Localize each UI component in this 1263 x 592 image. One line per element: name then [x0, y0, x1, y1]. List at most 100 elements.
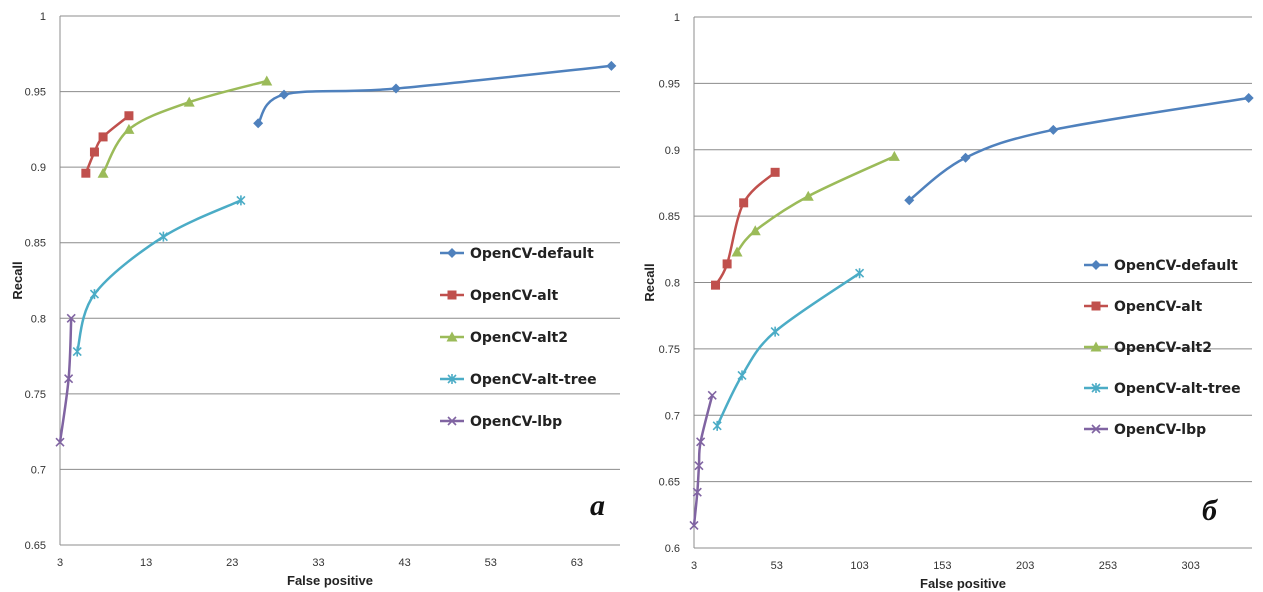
legend-marker — [1091, 260, 1101, 270]
gridlines — [694, 16, 1252, 483]
line-chart-b: 0.6 0.65 0.7 0.75 0.8 0.85 0.9 0.95 1 3 53 103 153 20… — [642, 12, 1254, 591]
series-line — [736, 155, 895, 253]
data-point — [64, 374, 74, 384]
data-point — [696, 437, 706, 447]
legend: OpenCV-default OpenCV-alt OpenCV-alt2 OpenC… — [440, 246, 597, 430]
x-tick-label: 103 — [850, 560, 868, 572]
y-axis-title: Recall — [10, 261, 25, 299]
series-OpenCV-lbp — [55, 313, 76, 447]
series-OpenCV-default — [253, 60, 617, 129]
x-tick-label: 253 — [1099, 560, 1117, 572]
series-line — [76, 199, 242, 352]
legend-item: OpenCV-alt-tree — [440, 372, 597, 388]
legend-item: OpenCV-alt — [1084, 299, 1203, 315]
series-OpenCV-lbp — [689, 390, 717, 530]
data-point — [72, 346, 82, 357]
legend-marker — [1090, 341, 1102, 352]
y-tick-label: 0.75 — [25, 389, 46, 401]
y-tick-label: 0.6 — [665, 543, 680, 555]
legend-label: OpenCV-alt — [470, 288, 559, 304]
data-point — [124, 111, 134, 121]
y-tick-label: 1 — [40, 11, 46, 23]
x-tick-label: 33 — [312, 557, 324, 569]
y-tick-label: 0.85 — [25, 238, 46, 250]
legend-label: OpenCV-default — [470, 246, 594, 262]
x-tick-label: 203 — [1016, 560, 1034, 572]
data-point — [689, 520, 699, 530]
legend-label: OpenCV-default — [1114, 258, 1238, 274]
series-line — [84, 114, 130, 174]
series-line — [908, 96, 1249, 202]
data-point — [707, 390, 717, 400]
data-point — [1243, 92, 1254, 103]
series-OpenCV-alt2 — [731, 150, 900, 257]
legend-marker — [1091, 301, 1101, 311]
gridlines — [60, 15, 620, 470]
data-point — [391, 83, 401, 94]
x-tick-label: 3 — [691, 560, 697, 572]
y-tick-label: 0.65 — [659, 477, 680, 489]
legend-label: OpenCV-lbp — [470, 414, 562, 430]
data-point — [55, 437, 65, 447]
series-OpenCV-alt-tree — [712, 268, 865, 431]
data-point — [98, 132, 108, 142]
data-point — [253, 118, 264, 129]
y-tick-label: 0.9 — [31, 162, 46, 174]
data-point — [749, 225, 761, 236]
legend: OpenCV-default OpenCV-alt OpenCV-alt2 OpenC… — [1084, 258, 1241, 438]
legend-marker — [446, 331, 458, 342]
chart-panel-a: 0.65 0.7 0.75 0.8 0.85 0.9 0.95 1 3 13 23 33 43 53 63 F… — [0, 0, 630, 592]
x-tick-label: 3 — [57, 557, 63, 569]
series-line — [257, 64, 612, 125]
legend-label: OpenCV-lbp — [1114, 422, 1206, 438]
x-axis-title: False positive — [287, 573, 373, 588]
series-line — [714, 171, 777, 286]
legend-item: OpenCV-lbp — [440, 414, 562, 430]
legend-item: OpenCV-default — [440, 246, 594, 262]
y-tick-label: 0.85 — [659, 211, 680, 223]
legend-item: OpenCV-alt-tree — [1084, 381, 1241, 397]
y-tick-label: 0.8 — [31, 313, 46, 325]
x-axis-title: False positive — [920, 576, 1006, 591]
series-OpenCV-alt-tree — [72, 195, 246, 357]
legend-item: OpenCV-alt — [440, 288, 559, 304]
data-point — [770, 326, 780, 337]
y-tick-label: 1 — [674, 12, 680, 24]
series-OpenCV-alt2 — [97, 75, 273, 178]
y-axis-title: Recall — [642, 263, 657, 301]
legend-item: OpenCV-lbp — [1084, 422, 1206, 438]
data-point — [694, 461, 704, 471]
data-point — [712, 420, 722, 431]
data-point — [888, 150, 900, 161]
x-tick-label: 23 — [226, 557, 238, 569]
y-tick-label: 0.65 — [25, 540, 46, 552]
data-point — [802, 190, 814, 201]
data-point — [1048, 124, 1059, 135]
legend-item: OpenCV-alt2 — [1084, 340, 1212, 356]
data-point — [960, 152, 971, 163]
legend-label: OpenCV-alt — [1114, 299, 1203, 315]
y-tick-label: 0.95 — [659, 78, 680, 90]
data-point — [739, 198, 749, 208]
series-OpenCV-alt — [711, 167, 780, 290]
series-line — [716, 272, 861, 427]
data-point — [236, 195, 246, 206]
legend-marker — [447, 248, 457, 258]
chart-panel-b: 0.6 0.65 0.7 0.75 0.8 0.85 0.9 0.95 1 3 53 103 153 20… — [632, 0, 1263, 592]
data-point — [66, 313, 76, 323]
data-point — [261, 75, 273, 86]
data-point — [692, 487, 702, 497]
data-point — [123, 123, 135, 134]
legend-marker — [447, 416, 457, 426]
legend-item: OpenCV-alt2 — [440, 330, 568, 346]
y-tick-label: 0.7 — [31, 464, 46, 476]
x-tick-label: 303 — [1182, 560, 1200, 572]
legend-marker — [1091, 424, 1101, 434]
y-tick-label: 0.7 — [665, 410, 680, 422]
panel-label: б — [1202, 494, 1218, 527]
y-tick-label: 0.75 — [659, 344, 680, 356]
data-point — [81, 168, 91, 178]
legend-label: OpenCV-alt2 — [470, 330, 568, 346]
series-OpenCV-default — [904, 92, 1254, 206]
data-point — [722, 259, 732, 269]
